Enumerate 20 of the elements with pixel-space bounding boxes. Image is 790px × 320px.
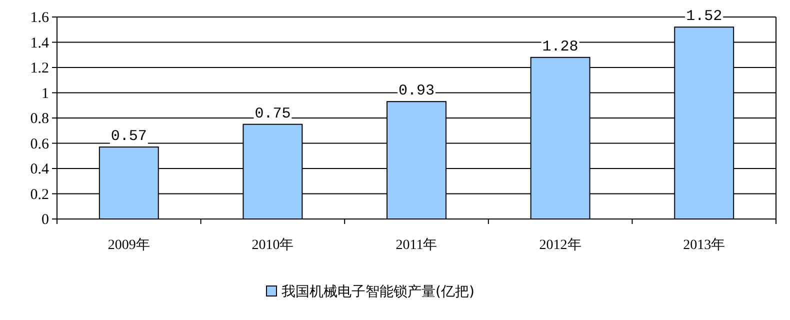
x-tick-label: 2012年 [539,237,582,253]
data-label: 0.93 [398,82,435,100]
data-label: 1.28 [542,38,578,56]
x-tick-label: 2010年 [252,237,294,253]
x-tick-label: 2011年 [396,237,438,253]
y-tick-label: 0.4 [30,162,50,178]
y-tick-label: 0 [42,212,49,228]
x-tick-label: 2013年 [683,237,726,253]
y-tick-label: 0.2 [30,186,49,203]
legend-label: 我国机械电子智能锁产量(亿把) [282,284,474,300]
data-label: 0.57 [110,128,147,146]
y-tick-label: 1.2 [30,60,49,76]
y-tick-label: 1.4 [30,35,50,52]
data-label: 0.75 [254,105,291,122]
y-tick-label: 1.6 [30,10,50,26]
x-tick-label: 2009年 [108,237,150,253]
y-tick-label: 1 [42,86,49,102]
data-label: 1.52 [686,8,722,26]
y-tick-label: 0.6 [30,136,50,152]
y-tick-label: 0.8 [30,111,49,127]
